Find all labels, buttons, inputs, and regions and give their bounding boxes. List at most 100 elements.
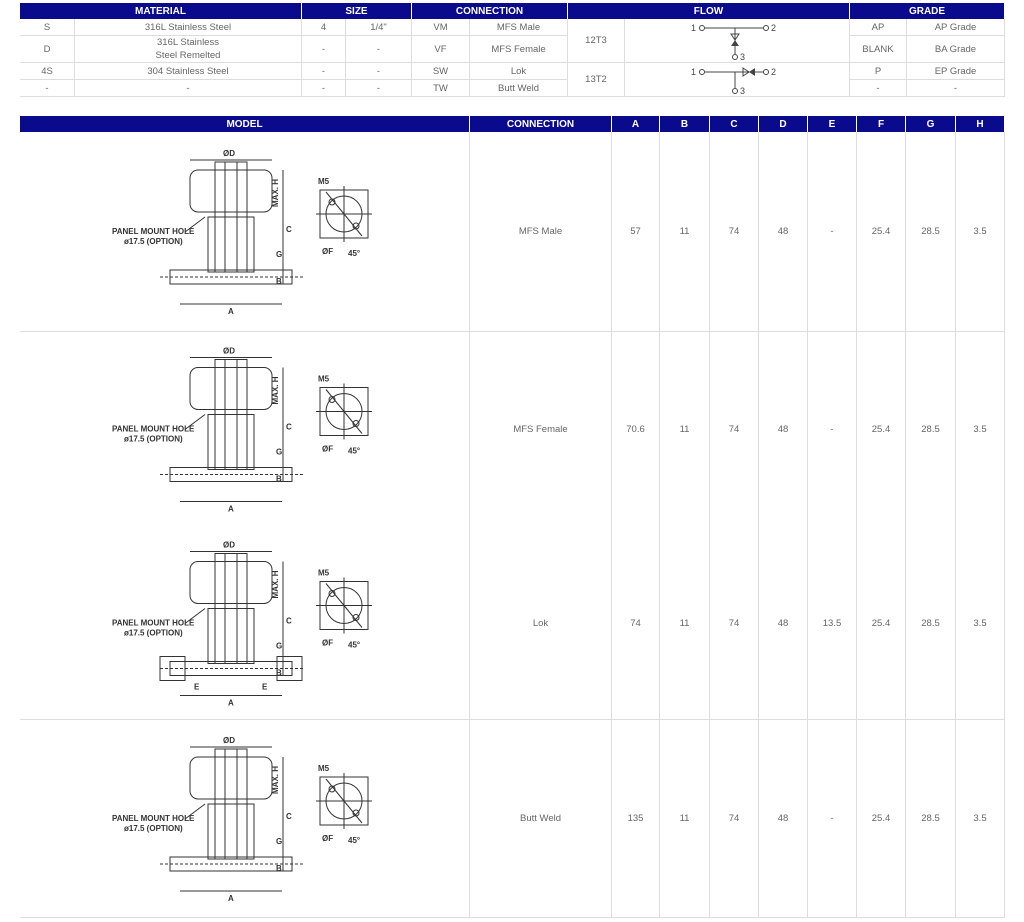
material-value-cell: 316L Stainless Steel xyxy=(75,19,302,36)
connection-value-cell: Butt Weld xyxy=(470,80,568,97)
flow-code-cell: 13T2 xyxy=(568,63,625,97)
dim-connection-cell: Lok xyxy=(470,527,612,720)
dim-e-cell: - xyxy=(808,332,857,527)
material-value-cell: 304 Stainless Steel xyxy=(75,63,302,80)
model-drawing-cell: ØD MAX. H C G B A M5 ØF 45° PANEL MOUNT … xyxy=(20,132,470,332)
header-e: E xyxy=(808,116,857,132)
dim-f-cell: 25.4 xyxy=(857,132,906,332)
header-model: MODEL xyxy=(20,116,470,132)
size-code-cell: - xyxy=(302,80,346,97)
label-angle: 45° xyxy=(348,836,360,845)
material-code-cell: D xyxy=(20,36,75,63)
dim-f-cell: 25.4 xyxy=(857,720,906,918)
header-flow: FLOW xyxy=(568,3,850,19)
label-of: ØF xyxy=(322,247,333,256)
flow-diagram-icon: 1 2 3 xyxy=(691,67,776,96)
dim-c-cell: 74 xyxy=(710,132,759,332)
label-angle: 45° xyxy=(348,447,360,456)
dim-b-cell: 11 xyxy=(660,720,710,918)
dim-connection-cell: MFS Female xyxy=(470,332,612,527)
label-angle: 45° xyxy=(348,640,360,649)
label-panel-mount-hole: PANEL MOUNT HOLE xyxy=(112,425,195,434)
dim-b-cell: 11 xyxy=(660,332,710,527)
label-angle: 45° xyxy=(348,249,360,258)
header-b: B xyxy=(660,116,710,132)
connection-code-cell: VM xyxy=(412,19,470,36)
label-max-h: MAX. H xyxy=(271,765,280,793)
header-g: G xyxy=(906,116,956,132)
header-a: A xyxy=(612,116,660,132)
label-g: G xyxy=(276,641,282,650)
size-value-cell: 1/4" xyxy=(346,19,412,36)
flow-code-cell: 12T3 xyxy=(568,19,625,63)
dim-c-cell: 74 xyxy=(710,527,759,720)
valve-drawing: ØD MAX. H C G B A M5 ØF 45° PANEL MOUNT … xyxy=(112,347,372,514)
label-c: C xyxy=(286,225,292,234)
connection-code-cell: SW xyxy=(412,63,470,80)
label-e: E xyxy=(194,682,200,691)
label-of: ØF xyxy=(322,638,333,647)
svg-text:2: 2 xyxy=(771,23,776,33)
size-value-cell: - xyxy=(346,36,412,63)
dim-h-cell: 3.5 xyxy=(956,132,1005,332)
label-c: C xyxy=(286,423,292,432)
svg-text:1: 1 xyxy=(691,23,696,33)
label-of: ØF xyxy=(322,834,333,843)
valve-drawing: ØD MAX. H C G B A M5 ØF 45° PANEL MOUNT … xyxy=(112,736,372,903)
label-m5: M5 xyxy=(318,764,330,773)
grade-code-cell: - xyxy=(850,80,907,97)
dim-a-cell: 135 xyxy=(612,720,660,918)
connection-value-cell: MFS Female xyxy=(470,36,568,63)
dim-h-cell: 3.5 xyxy=(956,332,1005,527)
dim-a-cell: 74 xyxy=(612,527,660,720)
label-od: ØD xyxy=(223,736,235,745)
label-of: ØF xyxy=(322,445,333,454)
label-panel-option: ø17.5 (OPTION) xyxy=(124,824,183,833)
model-drawing-cell: ØD MAX. H C G B A M5 ØF 45° PANEL MOUNT … xyxy=(20,720,470,918)
dim-g-cell: 28.5 xyxy=(906,720,956,918)
dim-g-cell: 28.5 xyxy=(906,332,956,527)
header-connection: CONNECTION xyxy=(412,3,568,19)
valve-drawing: ØD MAX. H C G B A E E M5 ØF 45° PANEL MOU… xyxy=(112,540,372,707)
label-panel-option: ø17.5 (OPTION) xyxy=(124,628,183,637)
label-a: A xyxy=(228,307,234,316)
size-value-cell: - xyxy=(346,63,412,80)
label-max-h: MAX. H xyxy=(271,570,280,598)
header-h: H xyxy=(956,116,1005,132)
dim-d-cell: 48 xyxy=(759,720,808,918)
label-a: A xyxy=(228,505,234,514)
model-drawing-cell: ØD MAX. H C G B A M5 ØF 45° PANEL MOUNT … xyxy=(20,332,470,527)
grade-value-cell: EP Grade xyxy=(907,63,1005,80)
label-a: A xyxy=(228,894,234,903)
dim-d-cell: 48 xyxy=(759,332,808,527)
header-grade: GRADE xyxy=(850,3,1005,19)
label-e: E xyxy=(262,682,268,691)
size-code-cell: - xyxy=(302,63,346,80)
label-b: B xyxy=(276,668,282,677)
dim-c-cell: 74 xyxy=(710,720,759,918)
connection-code-cell: TW xyxy=(412,80,470,97)
label-a: A xyxy=(228,698,234,707)
size-code-cell: 4 xyxy=(302,19,346,36)
material-value-cell: - xyxy=(75,80,302,97)
dim-b-cell: 11 xyxy=(660,527,710,720)
dim-connection-cell: Butt Weld xyxy=(470,720,612,918)
label-max-h: MAX. H xyxy=(271,178,280,206)
flow-diagram-icon: 1 2 3 xyxy=(691,23,776,62)
label-g: G xyxy=(276,250,282,259)
dim-f-cell: 25.4 xyxy=(857,527,906,720)
dim-g-cell: 28.5 xyxy=(906,132,956,332)
material-code-cell: - xyxy=(20,80,75,97)
label-b: B xyxy=(276,475,282,484)
dim-connection-cell: MFS Male xyxy=(470,132,612,332)
svg-text:1: 1 xyxy=(691,67,696,77)
dim-b-cell: 11 xyxy=(660,132,710,332)
grade-value-cell: - xyxy=(907,80,1005,97)
dim-d-cell: 48 xyxy=(759,527,808,720)
label-c: C xyxy=(286,812,292,821)
dim-f-cell: 25.4 xyxy=(857,332,906,527)
label-c: C xyxy=(286,616,292,625)
label-panel-option: ø17.5 (OPTION) xyxy=(124,237,183,246)
header-f: F xyxy=(857,116,906,132)
label-g: G xyxy=(276,448,282,457)
